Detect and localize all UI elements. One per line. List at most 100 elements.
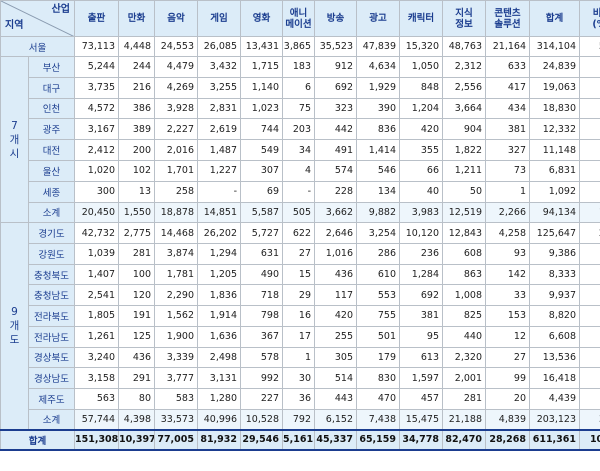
value-cell: 442 [314, 118, 357, 141]
value-cell: 73,113 [74, 36, 119, 57]
column-header-text: 광고 [369, 13, 387, 24]
value-cell: 2.7 [579, 367, 600, 389]
value-cell: 117 [314, 284, 357, 307]
column-header: 방송 [314, 0, 357, 37]
value-cell: 4,634 [356, 56, 400, 78]
industry-header-label: 산업 [51, 4, 70, 15]
value-cell: 286 [356, 243, 400, 265]
column-header-text: 캐릭터 [407, 13, 435, 24]
value-cell: 34 [282, 139, 315, 161]
value-cell: 1,284 [399, 263, 443, 286]
value-cell: 8,820 [529, 305, 580, 327]
value-cell: 825 [442, 305, 486, 327]
column-header-text: 비중 [581, 8, 600, 19]
value-cell: 18,830 [529, 97, 580, 120]
value-cell: 2,227 [154, 118, 198, 141]
value-cell: 3,874 [154, 243, 198, 265]
value-cell: 1,562 [154, 305, 198, 327]
value-cell: 2,619 [197, 118, 241, 141]
value-cell: 578 [240, 346, 283, 369]
column-header: 출판 [74, 0, 119, 37]
subtotal-row: 소계 57,744 4,398 33,573 40,996 10,528 792 6,152 7… [1, 408, 600, 431]
value-cell: 20.6 [579, 222, 600, 245]
value-cell: 1,205 [197, 263, 241, 286]
value-cell: 45,337 [314, 428, 357, 451]
table-row: 7 개 시 부산 5,244 244 4,479 3,432 1,715 183 912 4,634 1… [0, 55, 600, 224]
value-cell: 3,339 [154, 346, 198, 369]
value-cell: 1,487 [197, 139, 241, 161]
value-cell: 1,822 [442, 139, 486, 161]
value-cell: 3,158 [74, 367, 119, 389]
value-cell: 1 [282, 346, 315, 369]
value-cell: 1,781 [154, 263, 198, 286]
value-cell: 4,448 [118, 36, 155, 57]
value-cell: 514 [314, 367, 357, 389]
value-cell: 1,900 [154, 325, 198, 348]
column-header-text: 음악 [167, 13, 185, 24]
value-cell: 153 [485, 305, 530, 327]
value-cell: 9,882 [356, 201, 400, 224]
row-label: 소계 [28, 201, 75, 224]
value-cell: 830 [356, 367, 400, 389]
value-cell: 200 [118, 139, 155, 161]
value-cell: 2,775 [118, 222, 155, 245]
value-cell: 26,085 [197, 36, 241, 57]
value-cell: 1,636 [197, 325, 241, 348]
value-cell: 80 [118, 387, 155, 410]
value-cell: 2,312 [442, 56, 486, 78]
total-row: 합계 151,308 10,397 77,005 81,932 29,546 5,161 45… [0, 428, 600, 451]
value-cell: 443 [314, 387, 357, 410]
value-cell: 1.5 [579, 243, 600, 265]
value-cell: 3,983 [399, 201, 443, 224]
value-cell: 69 [240, 180, 283, 203]
row-label: 인천 [28, 97, 75, 120]
value-cell: 1,023 [240, 97, 283, 120]
value-cell: 622 [282, 222, 315, 245]
value-cell: 28,268 [485, 428, 530, 451]
value-cell: 3,662 [314, 201, 357, 224]
value-cell: 2,498 [197, 346, 241, 369]
value-cell: 10,120 [399, 222, 443, 245]
value-cell: 15.4 [579, 201, 600, 224]
row-label: 제주도 [28, 387, 75, 410]
value-cell: 35,523 [314, 36, 357, 57]
value-cell: 381 [399, 305, 443, 327]
value-cell: 100.0 [579, 428, 600, 451]
value-cell: 99 [485, 367, 530, 389]
value-cell: 417 [485, 76, 530, 99]
value-cell: 125,647 [529, 222, 580, 245]
value-cell: 0.7 [579, 387, 600, 410]
table-row: 울산 1,020 102 1,701 1,227 307 4 574 546 66 1,211 73 6… [1, 159, 600, 182]
value-cell: 798 [240, 305, 283, 327]
table-row-seoul: 서울 73,113 4,448 24,553 26,085 13,431 3,865 35,5… [0, 36, 600, 57]
value-cell: 142 [485, 263, 530, 286]
table-row: 대전 2,412 200 2,016 1,487 549 34 491 1,414 355 1,82… [1, 139, 600, 161]
value-cell: 553 [356, 284, 400, 307]
group-label-char: 도 [9, 334, 20, 347]
value-cell: 1,227 [197, 159, 241, 182]
value-cell: 14,851 [197, 201, 241, 224]
value-cell: 3.1 [579, 97, 600, 120]
row-label: 전라남도 [28, 325, 75, 348]
value-cell: 42,732 [74, 222, 119, 245]
value-cell: 755 [356, 305, 400, 327]
column-header-text: 영화 [252, 13, 271, 24]
value-cell: 1,020 [74, 159, 119, 182]
group-label-char: 7 [11, 119, 18, 132]
value-cell: 9,937 [529, 284, 580, 307]
column-header-text: 솔루션 [494, 18, 521, 30]
diagonal-header-cell: 산업 지역 [0, 0, 75, 37]
table-row: 충청남도 2,541 120 2,290 1,836 718 29 117 553 692 1,00… [1, 284, 600, 307]
row-label: 경상남도 [28, 367, 75, 389]
value-cell: 15,320 [399, 36, 443, 57]
table-row: 인천 4,572 386 3,928 2,831 1,023 75 323 390 1,204 3,… [1, 97, 600, 120]
value-cell: 2,266 [485, 201, 530, 224]
column-header: 캐릭터 [399, 0, 443, 37]
value-cell: 300 [74, 180, 119, 203]
column-header: 만화 [118, 0, 155, 37]
subtotal-row: 소계 20,450 1,550 18,878 14,851 5,587 505 3,662 9,… [1, 201, 600, 224]
value-cell: 863 [442, 263, 486, 286]
value-cell: 17 [282, 325, 315, 348]
value-cell: 14,468 [154, 222, 198, 245]
